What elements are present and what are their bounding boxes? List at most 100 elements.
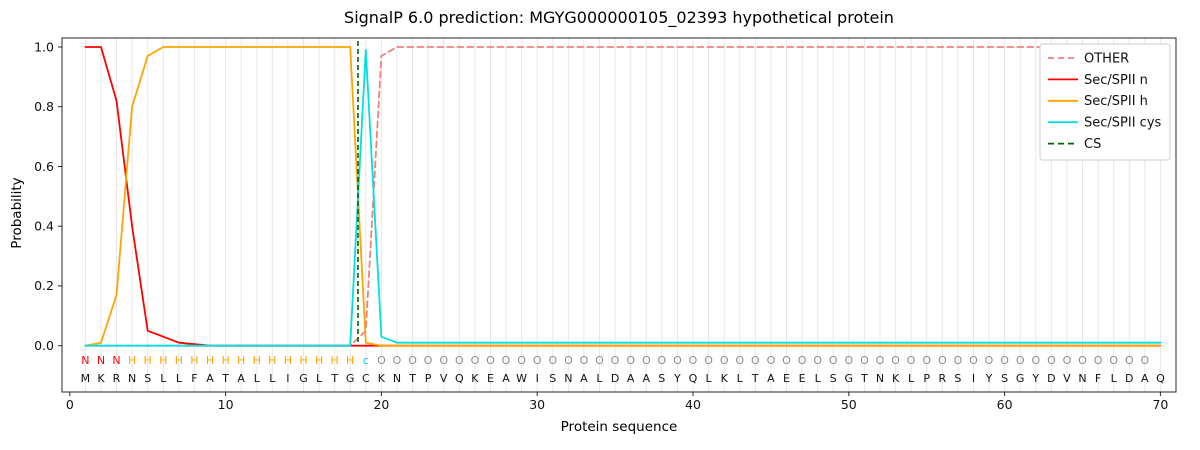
region-label: N	[112, 354, 120, 367]
legend-item-other: OTHER	[1048, 51, 1129, 66]
region-label: H	[237, 354, 245, 367]
sequence-letter: K	[378, 372, 386, 385]
region-label: N	[81, 354, 89, 367]
sequence-letter: L	[254, 372, 261, 385]
legend: OTHER Sec/SPII n Sec/SPII h Sec/SPII cys CS	[1039, 43, 1171, 161]
chart-title: SignalP 6.0 prediction: MGYG000000105_02…	[344, 8, 894, 27]
x-tick-label: 70	[1152, 397, 1168, 412]
region-label: O	[1031, 354, 1040, 367]
sequence-letter: A	[580, 372, 588, 385]
sequence-letter: T	[860, 372, 868, 385]
sequence-letter: G	[299, 372, 308, 385]
region-label: O	[1078, 354, 1087, 367]
sequence-letter: E	[783, 372, 790, 385]
series-line-sec-spii-cys	[84, 49, 1162, 347]
region-label: O	[502, 354, 511, 367]
legend-item-cs: CS	[1048, 137, 1101, 152]
sequence-letter: L	[737, 372, 744, 385]
y-tick-label: 0.8	[34, 99, 54, 114]
sequence-letter: L	[176, 372, 183, 385]
legend-item-sec-spii-n: Sec/SPII n	[1048, 73, 1148, 88]
region-label: H	[159, 354, 167, 367]
sequence-letter: S	[549, 372, 556, 385]
region-label: O	[533, 354, 542, 367]
region-label: O	[1094, 354, 1103, 367]
sequence-letter: P	[923, 372, 930, 385]
region-label: H	[315, 354, 323, 367]
sequence-letter: K	[721, 372, 729, 385]
region-label: O	[595, 354, 604, 367]
legend-label: Sec/SPII n	[1084, 73, 1148, 88]
region-label: O	[1016, 354, 1025, 367]
region-label: O	[626, 354, 635, 367]
x-axis-label: Protein sequence	[560, 419, 678, 435]
region-label: H	[284, 354, 292, 367]
sequence-letter: Q	[1156, 372, 1165, 385]
sequence-letter: A	[1141, 372, 1149, 385]
region-label: O	[938, 354, 947, 367]
region-label: O	[813, 354, 822, 367]
sequence-letter: L	[160, 372, 167, 385]
sequence-letter: L	[316, 372, 323, 385]
region-label: c	[363, 354, 369, 367]
region-label: O	[829, 354, 838, 367]
region-label: H	[175, 354, 183, 367]
sequence-letter: R	[938, 372, 946, 385]
sequence-letter: L	[269, 372, 276, 385]
region-label: N	[97, 354, 105, 367]
region-label: O	[891, 354, 900, 367]
sequence-letter: K	[97, 372, 105, 385]
sequence-letter: G	[346, 372, 355, 385]
region-label: O	[969, 354, 978, 367]
region-label: O	[1000, 354, 1009, 367]
legend-label: CS	[1084, 137, 1101, 152]
sequence-letter: N	[1078, 372, 1086, 385]
region-label: O	[657, 354, 666, 367]
sequence-letter: T	[221, 372, 229, 385]
region-label: H	[346, 354, 354, 367]
sequence-letter: I	[972, 372, 975, 385]
sequence-letter: N	[876, 372, 884, 385]
region-label: H	[206, 354, 214, 367]
x-tick-label: 10	[218, 397, 234, 412]
legend-item-sec-spii-cys: Sec/SPII cys	[1048, 116, 1162, 131]
region-label: O	[439, 354, 448, 367]
region-label: H	[253, 354, 261, 367]
region-label: O	[486, 354, 495, 367]
sequence-letter: K	[892, 372, 900, 385]
sequence-letter: G	[845, 372, 854, 385]
sequence-letter: I	[536, 372, 539, 385]
series-line-sec-spii-h	[84, 46, 1162, 347]
x-tick-label: 40	[685, 397, 701, 412]
sequence-letter: A	[643, 372, 651, 385]
region-label: O	[424, 354, 433, 367]
region-label: O	[393, 354, 402, 367]
sequence-letter: D	[1047, 372, 1055, 385]
region-label: O	[1109, 354, 1118, 367]
region-label: O	[704, 354, 713, 367]
y-tick-label: 0.6	[34, 159, 54, 174]
region-label: O	[954, 354, 963, 367]
sequence-letter: V	[440, 372, 448, 385]
x-tick-label: 20	[373, 397, 389, 412]
region-label: H	[331, 354, 339, 367]
sequence-letter: A	[206, 372, 214, 385]
sequence-letter: L	[1111, 372, 1118, 385]
plot-border	[61, 37, 1177, 393]
region-label: O	[1140, 354, 1149, 367]
region-label: H	[128, 354, 136, 367]
sequence-letter: F	[191, 372, 197, 385]
legend-item-sec-spii-h: Sec/SPII h	[1048, 94, 1148, 109]
x-tick-label: 30	[529, 397, 545, 412]
y-tick-label: 0.4	[34, 219, 54, 234]
region-label: O	[767, 354, 776, 367]
x-tick-label: 0	[66, 397, 74, 412]
region-label: H	[190, 354, 198, 367]
series-line-sec-spii-n	[84, 46, 1162, 347]
region-label: O	[689, 354, 698, 367]
region-label: H	[299, 354, 307, 367]
region-label: H	[268, 354, 276, 367]
